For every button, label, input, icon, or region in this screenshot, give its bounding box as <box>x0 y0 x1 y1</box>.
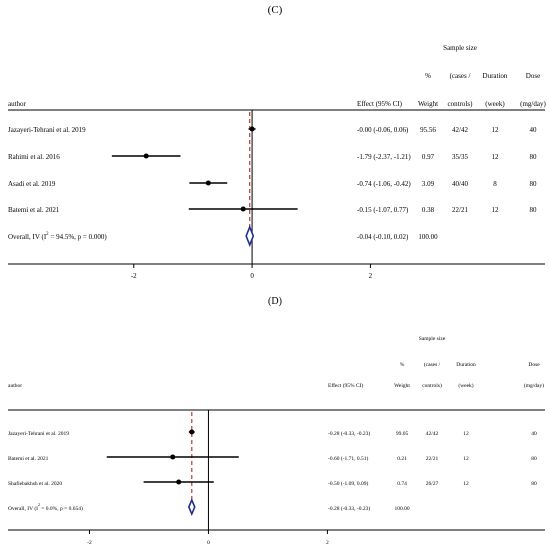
study-effect: -1.79 (-2.37, -1.21) <box>357 153 411 161</box>
study-point-estimate <box>170 454 176 460</box>
x-tick-label: 0 <box>250 272 254 280</box>
overall-label-pre: Overall, IV (I <box>8 233 47 241</box>
study-dose: 80 <box>530 153 538 161</box>
overall-label: Overall, IV (I2 = 94.5%, p = 0.000) <box>8 232 107 241</box>
overall-weight: 100.00 <box>418 233 438 241</box>
study-point-estimate <box>189 429 195 435</box>
header-dose: Dose <box>528 362 540 368</box>
study-duration: 12 <box>463 481 469 487</box>
study-effect: -0.15 (-1.07, 0.77) <box>357 206 409 214</box>
study-author: Batemi et al. 2021 <box>8 456 49 462</box>
study-effect: -0.28 (-0.33, -0.23) <box>328 430 370 437</box>
overall-diamond <box>187 497 196 517</box>
forest-plot-d-svg: author Effect (95% CI)% Weight Sample size (… <box>8 336 545 546</box>
header-sample-cases: (cases / <box>424 361 441 368</box>
forest-plot-panel-c: (C) author Effect (95% CI)% Weight Sample s… <box>8 4 546 280</box>
header-effect: Effect (95% CI) <box>328 382 363 389</box>
study-point-estimate <box>176 479 182 485</box>
study-author: Jazayeri-Tehrani et al. 2019 <box>8 126 86 134</box>
study-effect: -0.00 (-0.06, 0.06) <box>357 126 409 134</box>
study-duration: 12 <box>492 206 500 214</box>
header-weight: Weight <box>394 383 410 389</box>
header-sample-cases: (cases / <box>450 72 471 80</box>
header-dose-unit: (mg/day) <box>524 382 544 389</box>
header-weight-symbol: % <box>400 362 405 368</box>
panel-label: (C) <box>267 4 283 16</box>
study-point-estimate <box>143 153 149 159</box>
study-weight: 0.97 <box>422 153 435 161</box>
overall-label-pre: Overall, IV (I <box>8 505 38 512</box>
study-author: Jazayeri-Tehrani et al. 2019 <box>8 431 69 437</box>
study-duration: 12 <box>463 456 469 462</box>
overall-label-sup: 2 <box>38 503 40 507</box>
study-sample-size: 35/35 <box>452 153 468 161</box>
study-author: Rahimi et al. 2016 <box>8 153 60 161</box>
study-dose: 80 <box>531 456 537 462</box>
header-author: author <box>8 100 27 108</box>
study-point-estimate <box>205 180 211 186</box>
study-effect: -0.74 (-1.06, -0.42) <box>357 180 411 188</box>
study-weight: 95.56 <box>420 126 436 134</box>
study-author: Shafiebakhsh et al. 2020 <box>8 480 62 487</box>
forest-plot-panel-d: (D) author Effect (95% CI)% Weight Sample s… <box>0 292 550 546</box>
study-dose: 40 <box>530 126 538 134</box>
study-duration: 12 <box>492 153 500 161</box>
study-weight: 0.74 <box>397 481 407 487</box>
study-weight: 0.38 <box>422 206 435 214</box>
x-tick-label: -2 <box>131 272 137 280</box>
study-sample-size: 40/40 <box>452 180 468 188</box>
overall-label-sup: 2 <box>46 232 49 237</box>
study-effect: -0.50 (-1.09, 0.09) <box>328 480 368 487</box>
x-tick-label: 2 <box>369 272 373 280</box>
x-tick-label: 0 <box>207 540 210 546</box>
study-author: Batemi et al. 2021 <box>8 206 60 214</box>
header-weight-symbol: % <box>425 72 431 80</box>
overall-diamond <box>245 224 255 248</box>
study-point-estimate <box>249 126 255 132</box>
header-dose-unit: (mg/day) <box>520 100 546 108</box>
header-dose: Dose <box>526 72 540 80</box>
overall-effect: -0.04 (-0.10, 0.02) <box>357 233 409 241</box>
study-sample-size: 22/21 <box>452 206 468 214</box>
overall-effect: -0.28 (-0.33, -0.23) <box>328 505 370 512</box>
header-weight: Weight <box>418 100 438 108</box>
study-dose: 80 <box>530 180 538 188</box>
study-sample-size: 26/27 <box>426 481 439 487</box>
study-effect: -0.60 (-1.71, 0.51) <box>328 455 368 462</box>
overall-label-post: = 0.0%, p = 0.654) <box>40 505 83 512</box>
study-duration: 12 <box>463 431 469 437</box>
study-author: Asadi et al. 2019 <box>8 180 56 188</box>
x-tick-label: -2 <box>87 540 92 546</box>
header-duration: Duration <box>483 72 508 80</box>
header-duration-unit: (week) <box>485 100 505 108</box>
study-dose: 80 <box>530 206 538 214</box>
header-sample-size: Sample size <box>419 336 446 342</box>
header-sample-controls: controls) <box>448 100 474 108</box>
header-sample-controls: controls) <box>422 382 442 389</box>
study-duration: 8 <box>493 180 497 188</box>
header-effect: Effect (95% CI) <box>357 100 403 108</box>
panel-label: (D) <box>268 296 282 307</box>
study-duration: 12 <box>492 126 500 134</box>
overall-label: Overall, IV (I2 = 0.0%, p = 0.654) <box>8 503 83 512</box>
study-dose: 80 <box>531 481 537 487</box>
study-weight: 99.05 <box>396 431 409 437</box>
study-dose: 40 <box>531 431 537 437</box>
header-duration: Duration <box>456 362 476 368</box>
study-sample-size: 22/21 <box>426 456 439 462</box>
study-weight: 3.09 <box>422 180 435 188</box>
forest-plot-c-svg: author Effect (95% CI)% Weight Sample size (… <box>8 44 546 280</box>
header-duration-unit: (week) <box>458 382 473 389</box>
study-sample-size: 42/42 <box>426 431 439 437</box>
x-tick-label: 2 <box>326 540 329 546</box>
study-weight: 0.21 <box>397 456 407 462</box>
header-author: author <box>8 383 22 389</box>
overall-weight: 100.00 <box>394 506 409 512</box>
study-point-estimate <box>240 206 246 212</box>
header-sample-size: Sample size <box>443 44 477 52</box>
study-sample-size: 42/42 <box>452 126 468 134</box>
overall-label-post: = 94.5%, p = 0.000) <box>49 233 108 241</box>
